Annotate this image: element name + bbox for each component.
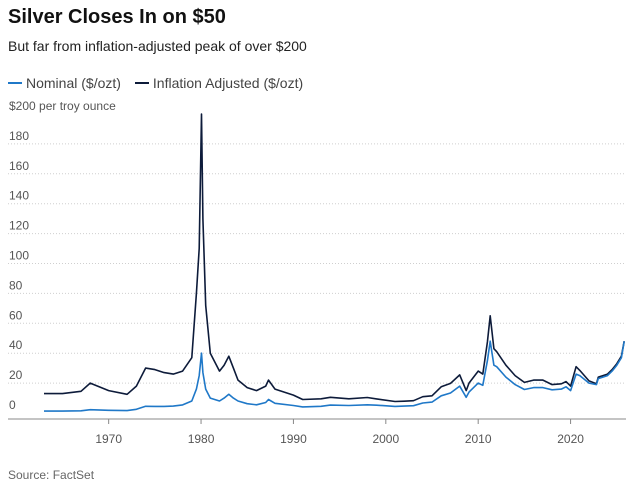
- y-tick-label: 80: [9, 278, 23, 292]
- chart-subtitle: But far from inflation-adjusted peak of …: [8, 38, 307, 54]
- series-layer: [44, 113, 625, 412]
- y-tick-label: 100: [9, 249, 29, 263]
- y-tick-label: 20: [9, 368, 23, 382]
- x-tick-label: 1990: [280, 432, 307, 446]
- series-line-inflation-adjusted: [44, 113, 625, 403]
- legend-item-inflation-adjusted: Inflation Adjusted ($/ozt): [134, 75, 304, 91]
- x-tick-label: 2000: [372, 432, 399, 446]
- y-axis-label: $200 per troy ounce: [9, 99, 116, 113]
- x-tick-label: 2020: [557, 432, 584, 446]
- legend-swatch-inflation-adjusted: [134, 82, 149, 84]
- chart-title: Silver Closes In on $50: [8, 6, 226, 28]
- series-line-nominal: [44, 340, 625, 412]
- chart-legend: Nominal ($/ozt) Inflation Adjusted ($/oz…: [8, 75, 317, 91]
- y-tick-label: 0: [9, 398, 16, 412]
- grid-layer: [8, 143, 626, 384]
- x-tick-label: 1980: [188, 432, 215, 446]
- x-tick-label: 1970: [95, 432, 122, 446]
- y-tick-label: 60: [9, 308, 23, 322]
- y-tick-label: 180: [9, 129, 29, 143]
- y-tick-label: 40: [9, 338, 23, 352]
- legend-swatch-nominal: [8, 82, 22, 84]
- legend-label-inflation-adjusted: Inflation Adjusted ($/ozt): [152, 75, 304, 91]
- y-tick-label: 120: [9, 219, 29, 233]
- axis-layer: 0 20 40 60 80 100 120 140 160 180 $200 per troy ou…: [8, 99, 626, 446]
- y-tick-label: 140: [9, 189, 29, 203]
- legend-label-nominal: Nominal ($/ozt): [26, 75, 121, 91]
- source-note: Source: FactSet: [8, 468, 95, 482]
- legend-item-nominal: Nominal ($/ozt): [8, 75, 121, 91]
- y-tick-label: 160: [9, 159, 29, 173]
- x-tick-label: 2010: [465, 432, 492, 446]
